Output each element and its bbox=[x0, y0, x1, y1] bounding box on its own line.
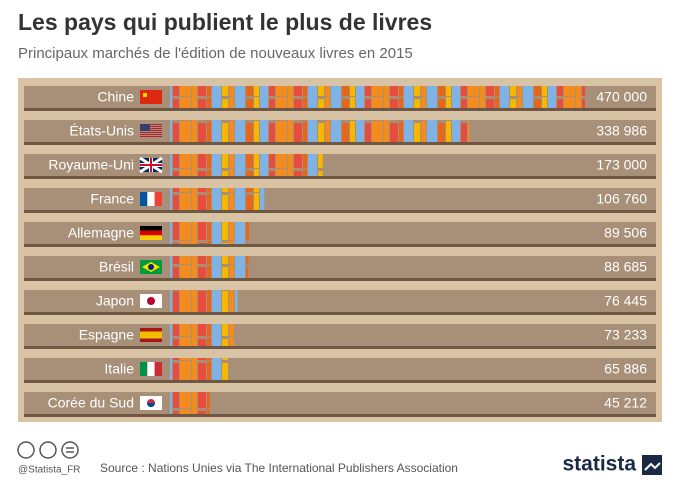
chart-title: Les pays qui publient le plus de livres bbox=[18, 9, 432, 35]
flag bbox=[143, 93, 147, 97]
flag bbox=[140, 230, 162, 236]
flag-icon bbox=[140, 226, 162, 240]
shelf-edge bbox=[24, 244, 656, 247]
value-label: 106 760 bbox=[596, 191, 647, 207]
bar bbox=[170, 120, 470, 142]
logo: statista bbox=[562, 453, 636, 476]
flag bbox=[140, 128, 162, 129]
flag bbox=[140, 134, 162, 135]
category-label: Chine bbox=[97, 89, 134, 105]
flag bbox=[147, 362, 155, 376]
category-label: Royaume-Uni bbox=[48, 157, 134, 173]
category-label: Espagne bbox=[79, 327, 134, 343]
bar bbox=[170, 324, 235, 346]
value-label: 88 685 bbox=[604, 259, 647, 275]
flag bbox=[140, 362, 148, 376]
value-label: 76 445 bbox=[604, 293, 647, 309]
shelf-edge bbox=[24, 176, 656, 179]
flag-icon bbox=[139, 156, 163, 174]
flag-icon bbox=[140, 328, 162, 342]
shelf-edge bbox=[24, 380, 656, 383]
value-label: 65 886 bbox=[604, 361, 647, 377]
flag bbox=[147, 192, 155, 206]
flag bbox=[147, 403, 155, 407]
category-label: États-Unis bbox=[69, 123, 134, 139]
shelf-edge bbox=[24, 312, 656, 315]
bar bbox=[170, 256, 249, 278]
value-label: 73 233 bbox=[604, 327, 647, 343]
flag-icon bbox=[140, 260, 162, 274]
flag bbox=[140, 132, 162, 133]
bar bbox=[170, 154, 323, 176]
flag bbox=[140, 226, 162, 231]
flag-icon bbox=[140, 396, 162, 410]
shelf-edge bbox=[24, 278, 656, 281]
bar bbox=[170, 86, 585, 108]
handle: @Statista_FR bbox=[18, 465, 80, 476]
flag bbox=[154, 192, 162, 206]
flag-icon bbox=[140, 90, 162, 104]
flag bbox=[140, 331, 162, 339]
shelf-edge bbox=[24, 142, 656, 145]
value-label: 338 986 bbox=[596, 123, 647, 139]
flag-icon bbox=[140, 294, 162, 308]
flag-icon bbox=[140, 362, 162, 376]
shelf-edge bbox=[24, 346, 656, 349]
flag bbox=[140, 130, 162, 131]
flag bbox=[140, 126, 162, 127]
source: Source : Nations Unies via The Internati… bbox=[100, 461, 458, 475]
value-label: 173 000 bbox=[596, 157, 647, 173]
category-label: Italie bbox=[104, 361, 134, 377]
category-label: Brésil bbox=[99, 259, 134, 275]
license-icons bbox=[17, 441, 79, 459]
value-label: 45 212 bbox=[604, 395, 647, 411]
shelf-edge bbox=[24, 414, 656, 417]
flag bbox=[147, 297, 155, 305]
flag bbox=[140, 235, 162, 240]
shelf-edge bbox=[24, 210, 656, 213]
bar bbox=[170, 358, 229, 380]
flag bbox=[140, 136, 162, 137]
chart-subtitle: Principaux marchés de l'édition de nouve… bbox=[18, 45, 413, 62]
flag bbox=[140, 158, 162, 172]
category-label: France bbox=[90, 191, 134, 207]
bar bbox=[170, 290, 238, 312]
flag-icon bbox=[140, 124, 162, 137]
category-label: Allemagne bbox=[68, 225, 134, 241]
shelf-edge bbox=[24, 108, 656, 111]
flag bbox=[140, 124, 162, 125]
bar bbox=[170, 392, 210, 414]
flag bbox=[148, 264, 154, 270]
bar bbox=[170, 222, 250, 244]
bar bbox=[170, 188, 265, 210]
flag bbox=[140, 124, 150, 131]
logo-mark bbox=[644, 462, 661, 471]
value-label: 89 506 bbox=[604, 225, 647, 241]
flag bbox=[154, 362, 162, 376]
flag-icon bbox=[140, 192, 162, 206]
category-label: Corée du Sud bbox=[48, 395, 134, 411]
value-label: 470 000 bbox=[596, 89, 647, 105]
flag bbox=[140, 192, 148, 206]
category-label: Japon bbox=[96, 293, 134, 309]
